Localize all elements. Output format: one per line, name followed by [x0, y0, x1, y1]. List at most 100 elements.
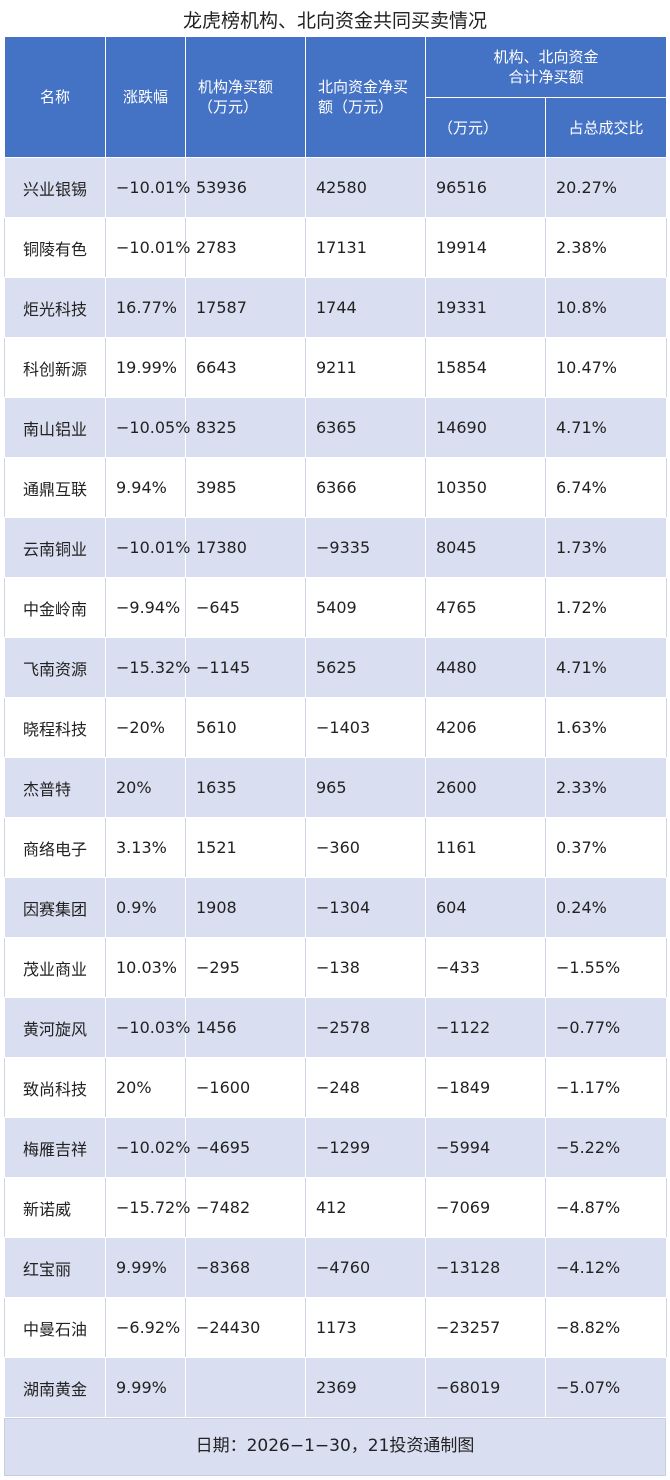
cell-name: 兴业银锡	[4, 157, 106, 218]
cell-total-net: −13128	[425, 1237, 546, 1298]
cell-north-net: 412	[305, 1177, 426, 1238]
cell-total-net: −1849	[425, 1057, 546, 1118]
cell-name: 中金岭南	[4, 577, 106, 638]
cell-name: 云南铜业	[4, 517, 106, 578]
cell-change: −15.72%	[105, 1177, 190, 1238]
cell-total-net: −7069	[425, 1177, 546, 1238]
cell-change: −20%	[105, 697, 186, 758]
cell-change: 3.13%	[105, 817, 186, 878]
table-row: 通鼎互联 9.94% 3985 6366 10350 6.74%	[4, 457, 668, 518]
table-row: 中金岭南 −9.94% −645 5409 4765 1.72%	[4, 577, 668, 638]
header-combined-unit: （万元）	[425, 97, 546, 158]
table-row: 杰普特 20% 1635 965 2600 2.33%	[4, 757, 668, 818]
table-row: 晓程科技 −20% 5610 −1403 4206 1.63%	[4, 697, 668, 758]
cell-ratio: −0.77%	[544, 997, 668, 1058]
cell-total-net: −68019	[425, 1357, 546, 1418]
cell-change: −15.32%	[105, 637, 190, 698]
cell-inst-net: 53936	[185, 157, 306, 218]
cell-ratio: 4.71%	[544, 397, 668, 458]
cell-total-net: 19914	[425, 217, 546, 278]
header-inst-net: 机构净买额 （万元）	[185, 36, 306, 158]
cell-inst-net: −4695	[185, 1117, 306, 1178]
cell-ratio: 4.71%	[544, 637, 668, 698]
cell-name: 梅雁吉祥	[4, 1117, 106, 1178]
header-north-net: 北向资金净买 额（万元）	[305, 36, 426, 158]
cell-ratio: 2.33%	[544, 757, 668, 818]
cell-north-net: 1173	[305, 1297, 426, 1358]
cell-change: −10.01%	[105, 157, 190, 218]
cell-total-net: 15854	[425, 337, 546, 398]
cell-name: 中曼石油	[4, 1297, 106, 1358]
cell-change: −6.92%	[105, 1297, 186, 1358]
cell-total-net: 8045	[425, 517, 546, 578]
cell-ratio: −5.07%	[544, 1357, 668, 1418]
cell-north-net: −1299	[305, 1117, 426, 1178]
cell-ratio: 1.73%	[544, 517, 668, 578]
cell-north-net: 9211	[305, 337, 426, 398]
table-row: 兴业银锡 −10.01% 53936 42580 96516 20.27%	[4, 157, 668, 218]
cell-inst-net: 17380	[185, 517, 306, 578]
header-combined-group: 机构、北向资金 合计净买额	[424, 36, 668, 98]
header-ratio: 占总成交比	[544, 97, 668, 158]
cell-north-net: −1304	[305, 877, 426, 938]
cell-inst-net: −8368	[185, 1237, 306, 1298]
cell-north-net: −2578	[305, 997, 426, 1058]
cell-total-net: −433	[425, 937, 546, 998]
table-row: 商络电子 3.13% 1521 −360 1161 0.37%	[4, 817, 668, 878]
cell-ratio: −8.82%	[544, 1297, 668, 1358]
cell-north-net: 5409	[305, 577, 426, 638]
cell-ratio: 10.8%	[544, 277, 668, 338]
cell-inst-net: −1600	[185, 1057, 306, 1118]
table-row: 新诺威 −15.72% −7482 412 −7069 −4.87%	[4, 1177, 668, 1238]
cell-inst-net: −295	[185, 937, 306, 998]
cell-ratio: −1.17%	[544, 1057, 668, 1118]
cell-name: 炬光科技	[4, 277, 106, 338]
cell-north-net: 1744	[305, 277, 426, 338]
cell-total-net: −23257	[425, 1297, 546, 1358]
cell-name: 致尚科技	[4, 1057, 106, 1118]
cell-ratio: 0.24%	[544, 877, 668, 938]
table-row: 红宝丽 9.99% −8368 −4760 −13128 −4.12%	[4, 1237, 668, 1298]
table-row: 中曼石油 −6.92% −24430 1173 −23257 −8.82%	[4, 1297, 668, 1358]
cell-inst-net: −7482	[185, 1177, 306, 1238]
cell-north-net: −138	[305, 937, 426, 998]
cell-total-net: 10350	[425, 457, 546, 518]
cell-change: −10.01%	[105, 517, 190, 578]
cell-total-net: −5994	[425, 1117, 546, 1178]
cell-change: −9.94%	[105, 577, 186, 638]
cell-name: 杰普特	[4, 757, 106, 818]
cell-inst-net: 6643	[185, 337, 306, 398]
cell-north-net: 2369	[305, 1357, 426, 1418]
cell-inst-net: −1145	[185, 637, 306, 698]
cell-total-net: 4480	[425, 637, 546, 698]
cell-north-net: −9335	[305, 517, 426, 578]
cell-name: 通鼎互联	[4, 457, 106, 518]
cell-total-net: −1122	[425, 997, 546, 1058]
cell-name: 晓程科技	[4, 697, 106, 758]
cell-north-net: 6365	[305, 397, 426, 458]
cell-ratio: 1.63%	[544, 697, 668, 758]
cell-change: 19.99%	[105, 337, 186, 398]
cell-name: 新诺威	[4, 1177, 106, 1238]
cell-name: 科创新源	[4, 337, 106, 398]
table-row: 云南铜业 −10.01% 17380 −9335 8045 1.73%	[4, 517, 668, 578]
table-row: 南山铝业 −10.05% 8325 6365 14690 4.71%	[4, 397, 668, 458]
cell-inst-net: 1908	[185, 877, 306, 938]
table-row: 梅雁吉祥 −10.02% −4695 −1299 −5994 −5.22%	[4, 1117, 668, 1178]
table-row: 茂业商业 10.03% −295 −138 −433 −1.55%	[4, 937, 668, 998]
cell-inst-net: 1456	[185, 997, 306, 1058]
cell-name: 红宝丽	[4, 1237, 106, 1298]
cell-ratio: 10.47%	[544, 337, 668, 398]
cell-total-net: 2600	[425, 757, 546, 818]
cell-inst-net: 17587	[185, 277, 306, 338]
cell-change: 10.03%	[105, 937, 186, 998]
cell-ratio: −4.12%	[544, 1237, 668, 1298]
cell-name: 南山铝业	[4, 397, 106, 458]
table-row: 致尚科技 20% −1600 −248 −1849 −1.17%	[4, 1057, 668, 1118]
cell-change: 16.77%	[105, 277, 186, 338]
cell-north-net: 965	[305, 757, 426, 818]
cell-name: 因赛集团	[4, 877, 106, 938]
cell-inst-net: 3985	[185, 457, 306, 518]
cell-north-net: −248	[305, 1057, 426, 1118]
cell-north-net: −1403	[305, 697, 426, 758]
